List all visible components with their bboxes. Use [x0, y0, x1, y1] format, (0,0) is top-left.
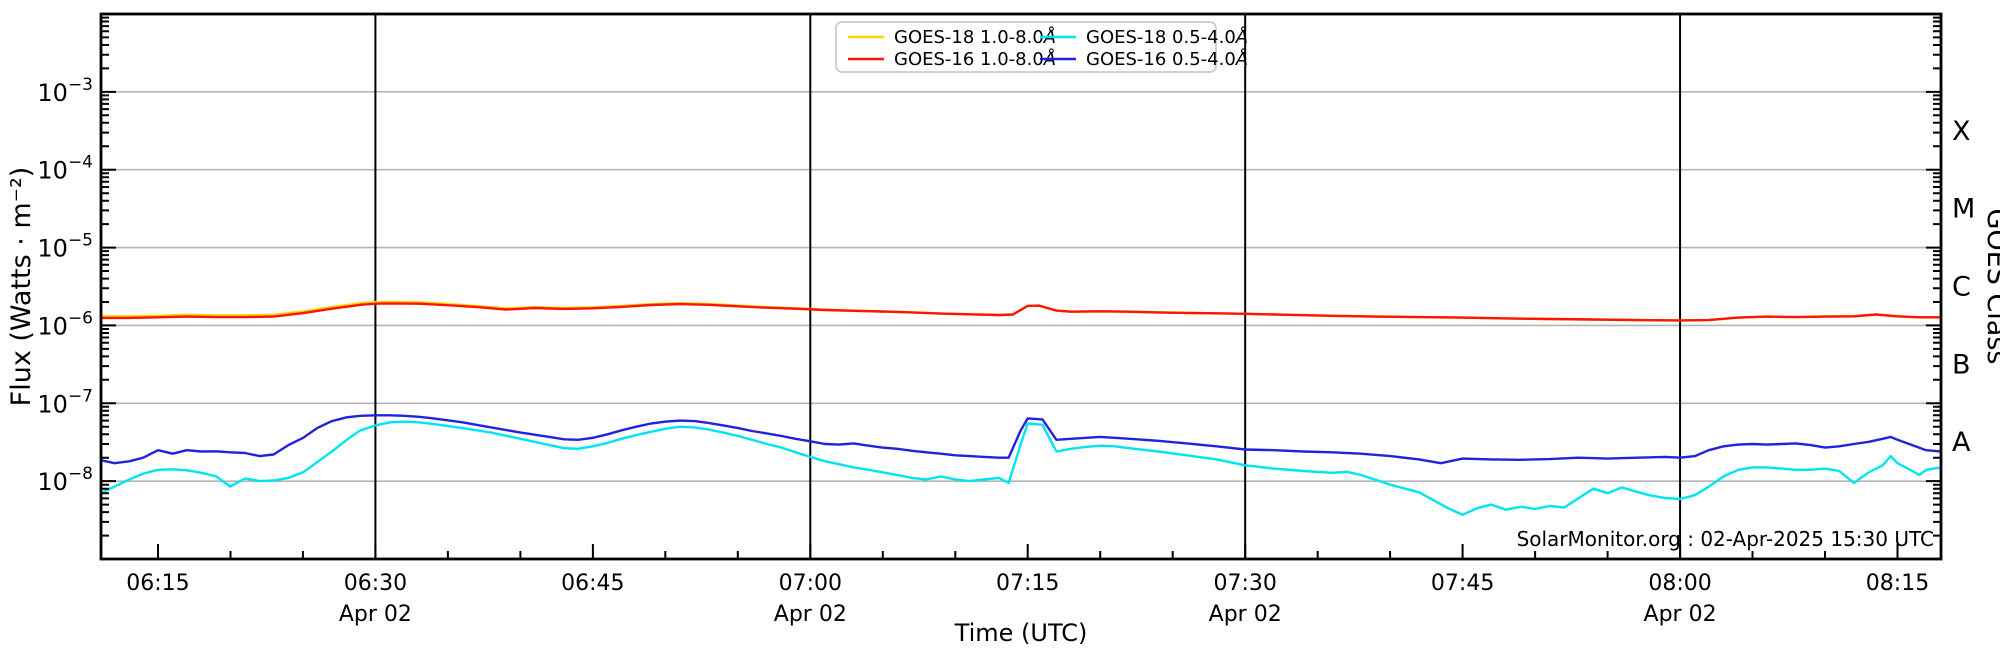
x-tick-label: 06:15 [126, 571, 189, 596]
plot-frame [99, 12, 1943, 561]
x-tick-label: 06:45 [561, 571, 624, 596]
series-goes18-short [100, 420, 1943, 516]
x-tick-label: 07:45 [1431, 571, 1494, 596]
y-tick-label: 10−8 [37, 464, 93, 496]
legend-label-goes16-short: GOES-16 0.5-4.0Å [1086, 48, 1248, 70]
goes-class-labels: X M C B A [1952, 116, 1975, 458]
series [100, 300, 1943, 516]
y-tick-label: 10−7 [37, 386, 93, 418]
y-tick-label: 10−5 [37, 231, 93, 263]
goes-class-A: A [1952, 427, 1971, 458]
legend-label-goes16-long: GOES-16 1.0-8.0Å [894, 48, 1056, 70]
x-tick-labels: 06:15 06:30 06:45 07:00 07:15 07:30 07:45 08:00… [126, 571, 1929, 596]
date-label: Apr 02 [1209, 602, 1282, 627]
series-goes16-short [100, 414, 1943, 465]
date-boundary-lines [374, 14, 1682, 559]
date-label: Apr 02 [774, 602, 847, 627]
x-tick-label: 07:00 [779, 571, 842, 596]
legend-label-goes18-long: GOES-18 1.0-8.0Å [894, 26, 1056, 48]
y-tick-label: 10−6 [37, 308, 93, 340]
x-tick-label: 08:15 [1866, 571, 1929, 596]
x-tick-label: 07:30 [1213, 571, 1276, 596]
axis-ticks [101, 16, 1941, 559]
x-tick-label: 08:00 [1648, 571, 1711, 596]
date-label: Apr 02 [339, 602, 412, 627]
goes-class-C: C [1952, 272, 1971, 303]
watermark: SolarMonitor.org : 02-Apr-2025 15:30 UTC [1516, 527, 1934, 551]
goes-class-B: B [1952, 349, 1971, 380]
y-tick-label: 10−3 [37, 75, 93, 107]
y-axis-label: Flux (Watts · m⁻²) [6, 167, 37, 407]
legend-box [835, 21, 1217, 73]
gridlines [101, 91, 1941, 482]
right-axis-label: GOES Class [1981, 209, 2000, 365]
series-goes16-long [100, 302, 1943, 322]
goes-class-M: M [1952, 194, 1975, 225]
date-label: Apr 02 [1644, 602, 1717, 627]
x-tick-label: 07:15 [996, 571, 1059, 596]
date-labels: Apr 02 Apr 02 Apr 02 Apr 02 [339, 602, 1717, 627]
x-tick-label: 06:30 [344, 571, 407, 596]
x-axis-label: Time (UTC) [954, 619, 1088, 647]
goes-class-X: X [1952, 116, 1971, 147]
y-tick-label: 10−4 [37, 153, 93, 185]
y-tick-labels: 10−3 10−4 10−5 10−6 10−7 10−8 [37, 75, 93, 496]
legend-label-goes18-short: GOES-18 0.5-4.0Å [1086, 26, 1248, 48]
